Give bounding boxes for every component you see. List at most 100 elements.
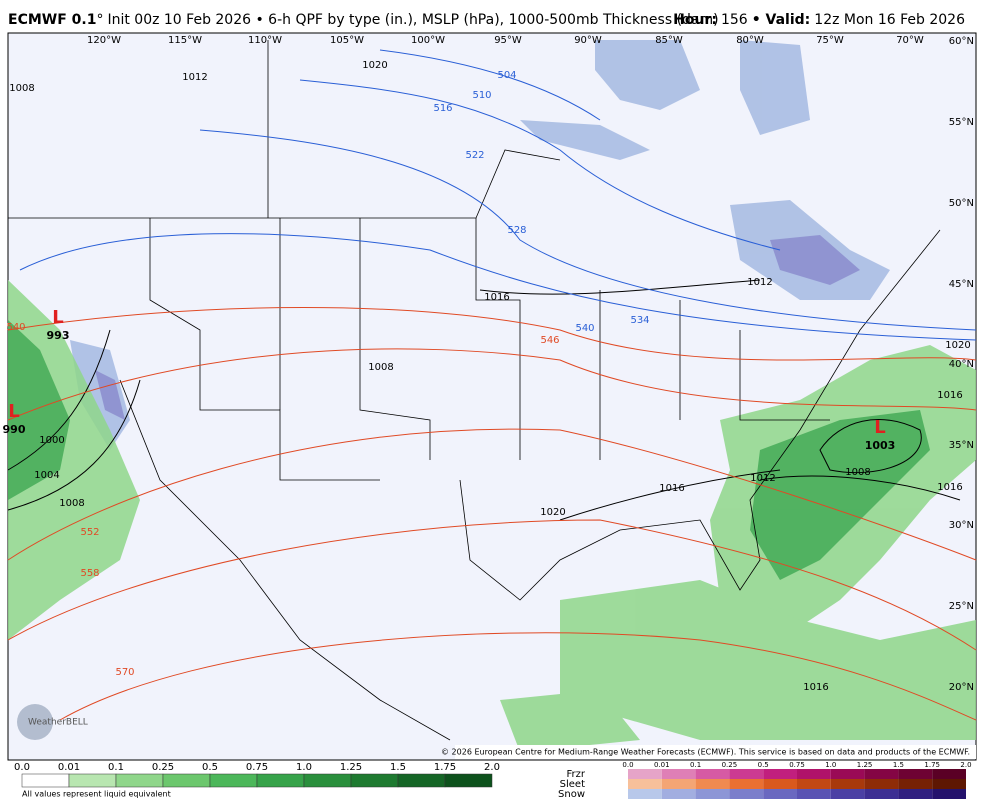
type-label: Sleet	[560, 779, 585, 790]
type-swatch	[797, 789, 831, 799]
type-swatch	[830, 769, 865, 779]
low-symbol: L	[8, 401, 19, 422]
type-swatch	[628, 769, 662, 779]
qpf-swatch	[21, 773, 70, 788]
latitude-label: 20°N	[949, 682, 974, 693]
qpf-scale-label: 1.75	[434, 762, 456, 773]
longitude-label: 85°W	[655, 35, 683, 46]
low-pressure: 990	[3, 423, 26, 436]
type-swatch	[932, 779, 966, 789]
type-swatch	[830, 779, 865, 789]
type-swatch	[763, 769, 797, 779]
latitude-label: 60°N	[949, 36, 974, 47]
qpf-swatch	[209, 773, 258, 788]
type-scale-label: 1.25	[857, 761, 873, 769]
type-scale-label: 0.25	[722, 761, 738, 769]
thickness-label: 540	[575, 323, 594, 334]
qpf-scale-label: 0.75	[246, 762, 268, 773]
type-swatch	[695, 769, 730, 779]
qpf-swatch	[444, 773, 493, 788]
isobar-label: 1008	[9, 83, 34, 94]
longitude-label: 110°W	[248, 35, 282, 46]
thickness-warm	[7, 307, 977, 721]
qpf-swatch	[397, 773, 446, 788]
isobar-label: 1016	[803, 682, 828, 693]
valid-part: Hour:	[673, 12, 717, 28]
isobar-label: 1008	[368, 362, 393, 373]
qpf-swatch	[162, 773, 211, 788]
thickness-label: 528	[507, 225, 526, 236]
state-borders	[8, 40, 941, 741]
type-scale-label: 0.1	[690, 761, 701, 769]
qpf-scale-label: 0.5	[202, 762, 218, 773]
isobar-label: 1020	[945, 340, 970, 351]
thickness-label: 558	[80, 568, 99, 579]
thickness-label: 570	[115, 667, 134, 678]
type-swatch	[628, 779, 662, 789]
type-swatch	[898, 779, 933, 789]
thickness-label: 552	[80, 527, 99, 538]
isobar-label: 1016	[484, 292, 509, 303]
type-swatch	[864, 769, 899, 779]
qpf-scale-label: 1.25	[340, 762, 362, 773]
low-symbol: L	[52, 307, 63, 328]
longitude-label: 90°W	[574, 35, 602, 46]
thickness-label: 516	[433, 103, 452, 114]
longitude-label: 70°W	[896, 35, 924, 46]
valid-part: • Valid:	[752, 12, 811, 28]
type-scale-label: 0.5	[758, 761, 769, 769]
type-swatch	[661, 789, 696, 799]
low-pressure: 993	[47, 329, 70, 342]
logo-swirl	[17, 704, 53, 740]
qpf-scale-label: 1.5	[390, 762, 406, 773]
isobar-label: 1012	[182, 72, 207, 83]
isobar-label: 1016	[659, 483, 684, 494]
type-scale-label: 1.5	[893, 761, 904, 769]
qpf-scale-label: 2.0	[484, 762, 500, 773]
isobar-label: 1020	[540, 507, 565, 518]
qpf-scale-label: 0.25	[152, 762, 174, 773]
qpf-swatch	[256, 773, 305, 788]
thickness-label: 540	[6, 322, 25, 333]
model-name: ECMWF 0.1	[8, 12, 96, 28]
type-swatch	[729, 769, 764, 779]
legend-note: All values represent liquid equivalent	[22, 790, 171, 799]
degree: °	[96, 12, 103, 28]
qpf-swatch	[115, 773, 164, 788]
precip-snow-heavy	[95, 235, 860, 420]
type-label: Frzr	[567, 769, 586, 780]
thickness-label: 510	[472, 90, 491, 101]
latitude-label: 45°N	[949, 279, 974, 290]
longitude-label: 115°W	[168, 35, 202, 46]
type-swatch	[695, 789, 730, 799]
type-scale-label: 2.0	[960, 761, 971, 769]
low-symbol: L	[874, 417, 885, 438]
qpf-scale-label: 0.1	[108, 762, 124, 773]
type-swatch	[729, 779, 764, 789]
longitude-label: 105°W	[330, 35, 364, 46]
type-swatch	[864, 779, 899, 789]
type-swatch	[729, 789, 764, 799]
isobar-label: 1000	[39, 435, 64, 446]
type-swatch	[628, 789, 662, 799]
logo: WeatherBELL	[28, 718, 88, 728]
valid-part: 156	[721, 12, 748, 28]
type-swatch	[830, 789, 865, 799]
latitude-label: 25°N	[949, 601, 974, 612]
valid-time: Hour: 156 • Valid: 12z Mon 16 Feb 2026	[673, 12, 965, 28]
header: ECMWF 0.1° Init 00z 10 Feb 2026 • 6-h QPF…	[8, 12, 719, 28]
thickness-cold	[19, 49, 977, 341]
type-swatch	[898, 789, 933, 799]
qpf-scale-label: 0.0	[14, 762, 30, 773]
type-scale-label: 0.0	[622, 761, 633, 769]
type-swatch	[763, 789, 797, 799]
type-scale-label: 1.75	[924, 761, 940, 769]
thickness-label: 546	[540, 335, 559, 346]
type-swatch	[797, 779, 831, 789]
type-label: Snow	[558, 789, 585, 800]
type-swatch	[661, 769, 696, 779]
qpf-scale-label: 1.0	[296, 762, 312, 773]
latitude-label: 50°N	[949, 198, 974, 209]
type-scale-label: 1.0	[825, 761, 836, 769]
